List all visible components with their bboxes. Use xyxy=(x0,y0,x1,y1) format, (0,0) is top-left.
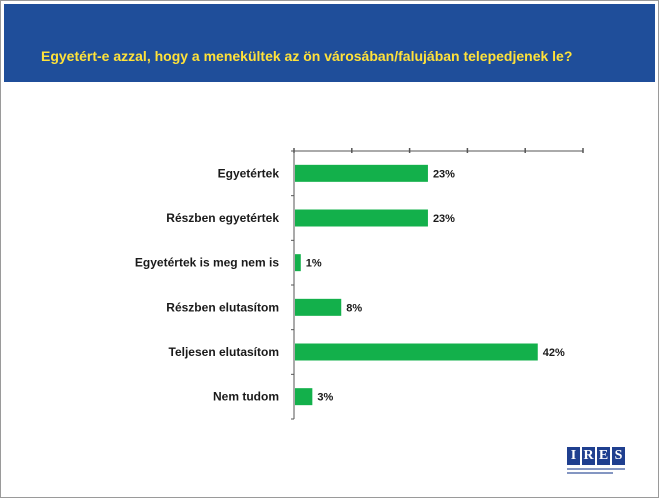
chart-title: Egyetért-e azzal, hogy a menekültek az ö… xyxy=(41,48,573,64)
bar xyxy=(295,254,301,272)
bar xyxy=(295,388,313,406)
value-label: 3% xyxy=(317,392,333,404)
value-label: 42% xyxy=(543,347,565,359)
category-label: Nem tudom xyxy=(213,390,279,404)
category-label: Részben elutasítom xyxy=(166,300,279,314)
value-label: 8% xyxy=(346,302,362,314)
bar xyxy=(295,164,428,182)
value-label: 23% xyxy=(433,213,455,225)
value-label: 1% xyxy=(306,258,322,270)
logo-letter: S xyxy=(612,447,625,465)
bar xyxy=(295,209,428,227)
category-label: Teljesen elutasítom xyxy=(169,345,279,359)
category-label: Egyetértek is meg nem is xyxy=(135,256,279,270)
category-label: Részben egyetértek xyxy=(166,211,279,225)
bar xyxy=(295,298,342,316)
header-bar xyxy=(4,4,655,82)
logo-letter: R xyxy=(582,447,595,465)
category-label: Egyetértek xyxy=(218,166,280,180)
bar xyxy=(295,343,538,361)
logo-letter: I xyxy=(567,447,580,465)
value-label: 23% xyxy=(433,168,455,180)
logo-letter: E xyxy=(597,447,610,465)
